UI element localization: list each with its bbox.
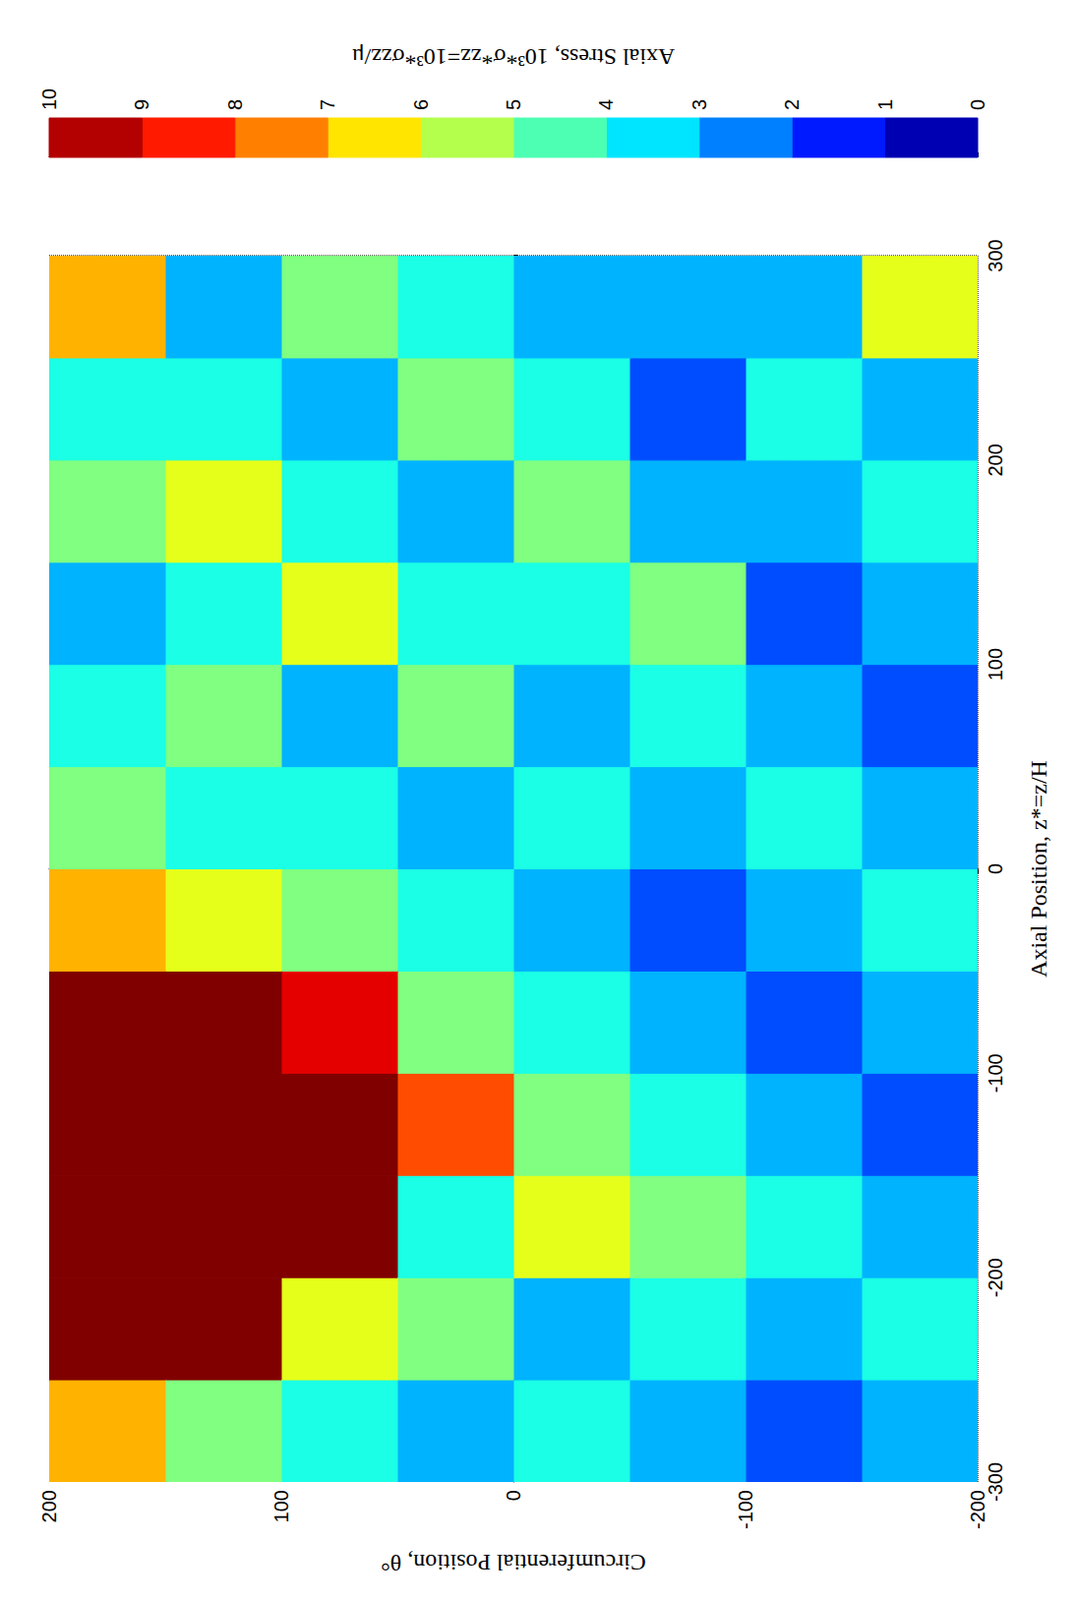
svg-text:200: 200 [984, 443, 1007, 477]
svg-text:Axial Position, z*=z/H: Axial Position, z*=z/H [1025, 760, 1052, 978]
svg-text:8: 8 [224, 99, 246, 111]
svg-text:300: 300 [984, 239, 1007, 272]
svg-text:5: 5 [502, 99, 525, 111]
svg-text:4: 4 [595, 99, 617, 111]
svg-text:100: 100 [270, 1490, 293, 1523]
svg-text:200: 200 [38, 1490, 60, 1523]
svg-text:-200: -200 [966, 1490, 989, 1530]
svg-text:100: 100 [984, 648, 1007, 681]
svg-text:10: 10 [38, 88, 60, 111]
svg-text:3: 3 [688, 99, 711, 111]
svg-text:Axial Stress, 10³*σ*zz=10³*σzz: Axial Stress, 10³*σ*zz=10³*σzz/μ [352, 44, 676, 70]
svg-text:-200: -200 [984, 1257, 1007, 1298]
svg-text:6: 6 [410, 99, 432, 111]
svg-text:1: 1 [874, 99, 897, 111]
svg-text:0: 0 [984, 863, 1007, 875]
svg-text:0: 0 [502, 1490, 525, 1501]
svg-text:2: 2 [780, 99, 803, 111]
svg-text:-100: -100 [734, 1490, 757, 1530]
svg-text:9: 9 [130, 99, 153, 111]
svg-text:0: 0 [966, 99, 989, 111]
svg-text:Circumferential Position, θ°: Circumferential Position, θ° [380, 1550, 647, 1576]
svg-text:-300: -300 [984, 1462, 1007, 1502]
svg-text:7: 7 [316, 99, 339, 111]
svg-text:-100: -100 [984, 1053, 1007, 1093]
